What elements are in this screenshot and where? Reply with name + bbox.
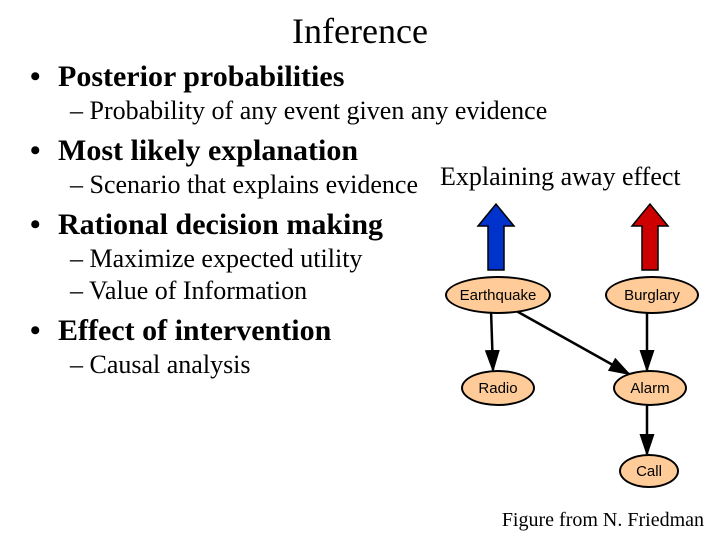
annotation-explaining-away: Explaining away effect: [440, 162, 681, 192]
bullet-main: •Posterior probabilities: [30, 60, 720, 94]
slide-title: Inference: [0, 0, 720, 52]
node-burglary: Burglary: [605, 276, 699, 314]
node-radio: Radio: [461, 370, 535, 406]
node-earthquake: Earthquake: [445, 276, 551, 314]
node-alarm: Alarm: [613, 370, 687, 406]
bullet-sub: – Probability of any event given any evi…: [70, 96, 720, 126]
up-arrow-icon: [478, 204, 514, 270]
up-arrow-icon: [632, 204, 668, 270]
node-call: Call: [619, 454, 679, 488]
bayes-net-diagram: Earthquake Burglary Radio Alarm Call: [435, 198, 720, 498]
edge: [511, 308, 629, 374]
figure-credit: Figure from N. Friedman: [502, 509, 704, 532]
edge: [491, 310, 493, 370]
